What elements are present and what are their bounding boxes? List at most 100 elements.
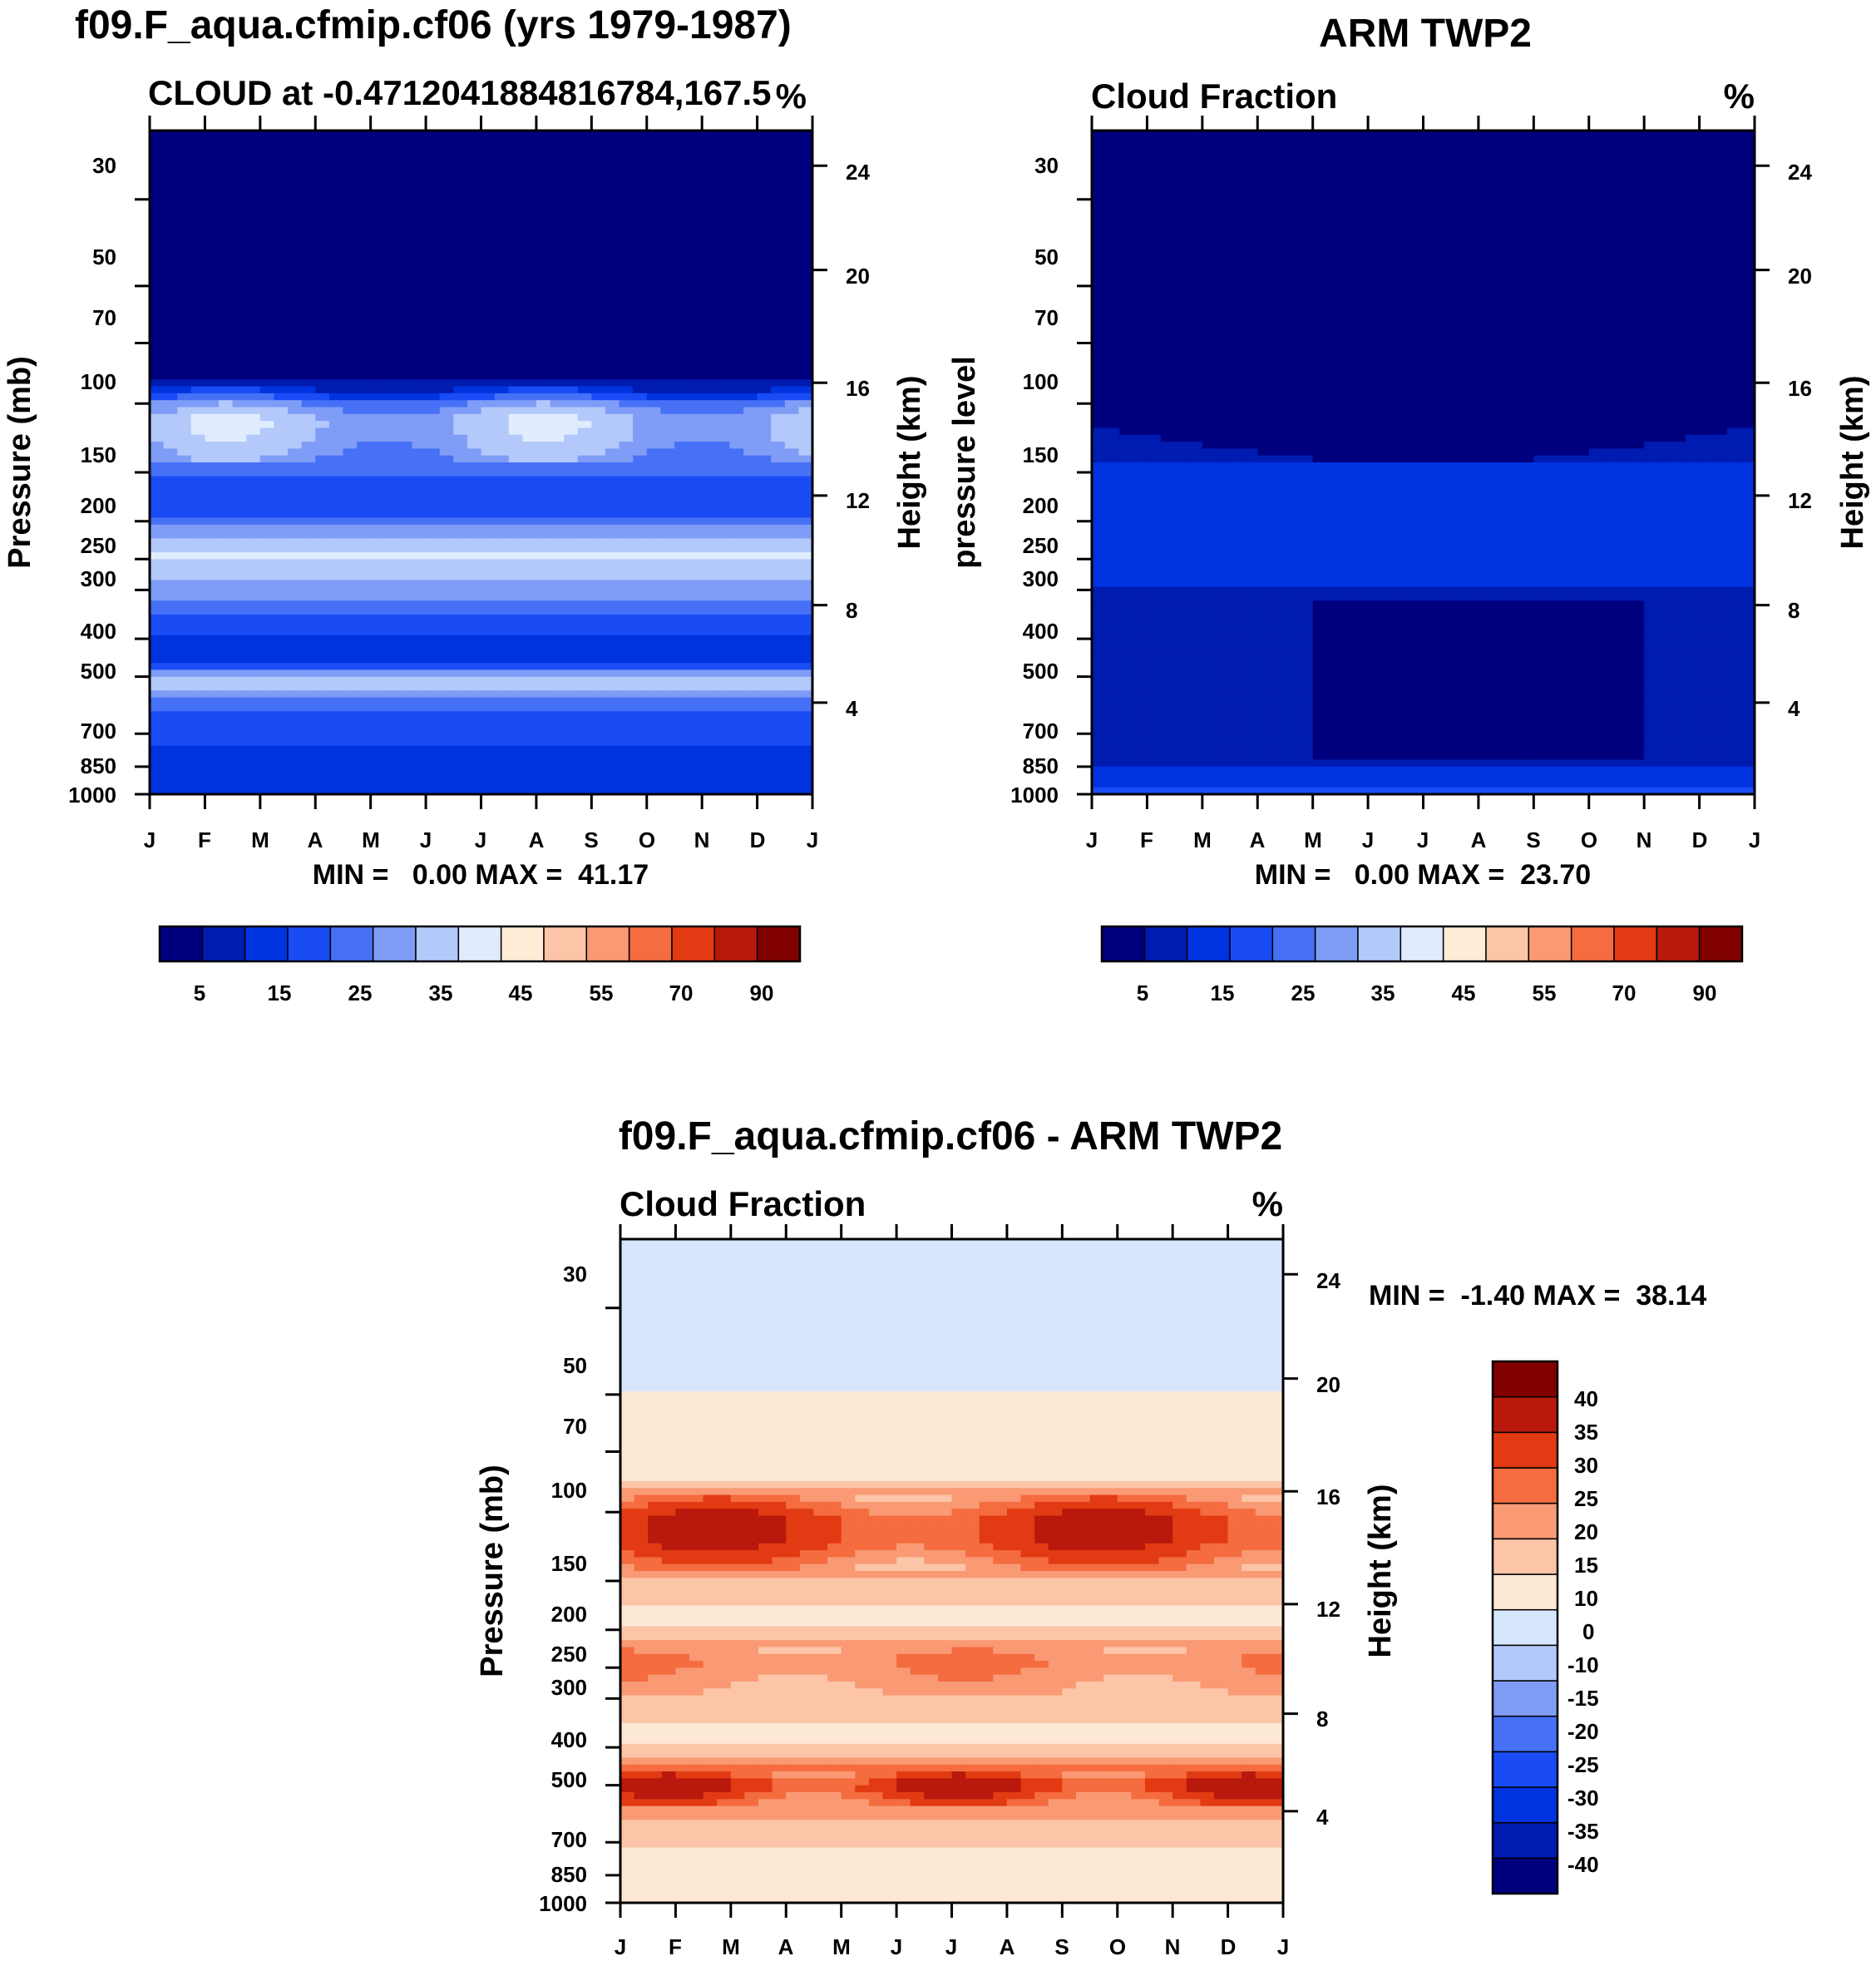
contour-cell (605, 206, 620, 215)
contour-cell (591, 580, 606, 588)
contour-cell (1354, 151, 1369, 159)
contour-cell (246, 269, 261, 277)
contour-cell (522, 317, 537, 325)
contour-cell (715, 773, 730, 781)
contour-cell (357, 296, 372, 304)
contour-cell (605, 131, 620, 138)
contour-cell (784, 317, 799, 325)
contour-cell (508, 469, 523, 477)
contour-cell (1216, 131, 1231, 138)
contour-cell (384, 289, 399, 298)
contour-cell (219, 393, 234, 401)
contour-cell (550, 580, 565, 588)
contour-cell (219, 131, 234, 138)
contour-cell (771, 352, 786, 359)
contour-cell (177, 448, 192, 457)
contour-cell (771, 379, 786, 388)
contour-cell (412, 241, 427, 249)
contour-cell (246, 282, 261, 290)
contour-cell (633, 427, 648, 436)
contour-cell (163, 151, 178, 159)
contour-cell (288, 317, 303, 325)
contour-cell (674, 642, 689, 650)
contour-cell (246, 289, 261, 298)
contour-cell (301, 372, 316, 380)
contour-cell (702, 559, 717, 567)
contour-cell (688, 310, 703, 319)
contour-cell (219, 607, 234, 615)
contour-cell (246, 365, 261, 373)
contour-cell (205, 434, 220, 442)
contour-cell (688, 421, 703, 429)
contour-cell (798, 787, 813, 795)
contour-cell (771, 158, 786, 166)
contour-cell (190, 303, 206, 311)
contour-cell (1354, 158, 1369, 166)
contour-cell (798, 379, 813, 388)
contour-cell (259, 248, 275, 256)
contour-cell (729, 137, 744, 146)
contour-cell (259, 379, 275, 388)
contour-cell (757, 759, 772, 768)
contour-cell (274, 131, 289, 138)
contour-cell (453, 462, 468, 470)
contour-cell (798, 185, 813, 194)
contour-cell (743, 690, 758, 699)
contour-cell (757, 310, 772, 319)
contour-cell (591, 573, 606, 580)
contour-cell (702, 220, 717, 228)
contour-cell (619, 593, 634, 601)
contour-cell (798, 462, 813, 470)
contour-cell (660, 753, 675, 761)
contour-cell (674, 697, 689, 705)
contour-cell (246, 462, 261, 470)
contour-cell (190, 649, 206, 657)
contour-cell (163, 732, 178, 740)
contour-cell (343, 635, 358, 643)
contour-cell (619, 248, 634, 256)
contour-cell (729, 607, 744, 615)
contour-cell (757, 780, 772, 788)
contour-cell (508, 732, 523, 740)
contour-cell (357, 269, 372, 277)
contour-cell (205, 282, 220, 290)
contour-cell (729, 732, 744, 740)
contour-cell (646, 421, 661, 429)
contour-cell (522, 254, 537, 263)
contour-cell (384, 206, 399, 215)
contour-cell (412, 144, 427, 152)
contour-cell (439, 269, 454, 277)
contour-cell (508, 766, 523, 774)
contour-cell (246, 586, 261, 595)
contour-cell (274, 331, 289, 338)
contour-cell (1699, 151, 1714, 159)
contour-cell (412, 766, 427, 774)
contour-cell (301, 324, 316, 332)
contour-cell (550, 427, 565, 436)
contour-cell (301, 171, 316, 180)
contour-cell (550, 524, 565, 532)
contour-cell (467, 524, 482, 532)
contour-cell (301, 144, 316, 152)
contour-cell (591, 607, 606, 615)
contour-cell (743, 745, 758, 753)
contour-cell (771, 275, 786, 284)
contour-cell (384, 434, 399, 442)
contour-cell (633, 482, 648, 491)
contour-cell (591, 310, 606, 319)
contour-cell (633, 137, 648, 146)
contour-cell (467, 517, 482, 526)
contour-cell (688, 269, 703, 277)
contour-cell (522, 213, 537, 221)
contour-cell (481, 331, 496, 338)
contour-cell (315, 517, 330, 526)
contour-cell (163, 352, 178, 359)
contour-cell (343, 573, 358, 580)
contour-cell (481, 289, 496, 298)
contour-cell (550, 642, 565, 650)
contour-cell (301, 213, 316, 221)
contour-cell (688, 635, 703, 643)
contour-cell (1671, 131, 1686, 138)
contour-cell (1450, 158, 1465, 166)
contour-cell (205, 711, 220, 719)
